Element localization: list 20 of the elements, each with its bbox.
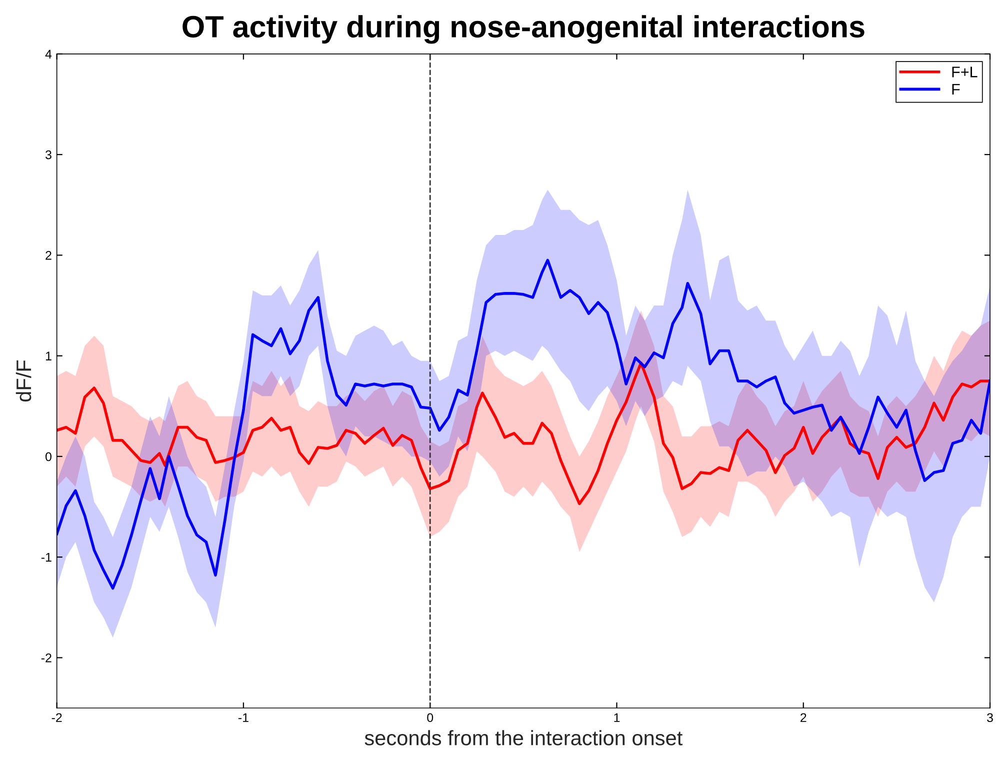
x-tick-label: 3 [987, 713, 993, 722]
chart-title: OT activity during nose-anogenital interactions [182, 15, 864, 44]
x-tick-label: -2 [52, 713, 62, 722]
y-tick-label: 2 [46, 250, 52, 260]
legend-label: F [952, 84, 960, 95]
x-tick-label: 0 [427, 713, 434, 722]
y-tick-label: 4 [45, 50, 52, 58]
y-tick-label: 0 [46, 452, 52, 462]
x-tick-label: 1 [614, 713, 620, 722]
y-tick-label: 1 [46, 352, 52, 360]
y-axis-title: dF/F [16, 360, 32, 402]
x-axis-title: seconds from the interaction onset [364, 730, 683, 746]
legend-label: F+L [952, 66, 978, 78]
x-tick-label: 2 [800, 713, 806, 722]
y-tick-label: 3 [45, 150, 52, 160]
x-tick-label: -1 [238, 713, 248, 722]
y-tick-label: -2 [41, 653, 52, 662]
line-series [56, 361, 990, 506]
y-tick-label: -1 [41, 552, 52, 562]
line-series [56, 258, 990, 590]
